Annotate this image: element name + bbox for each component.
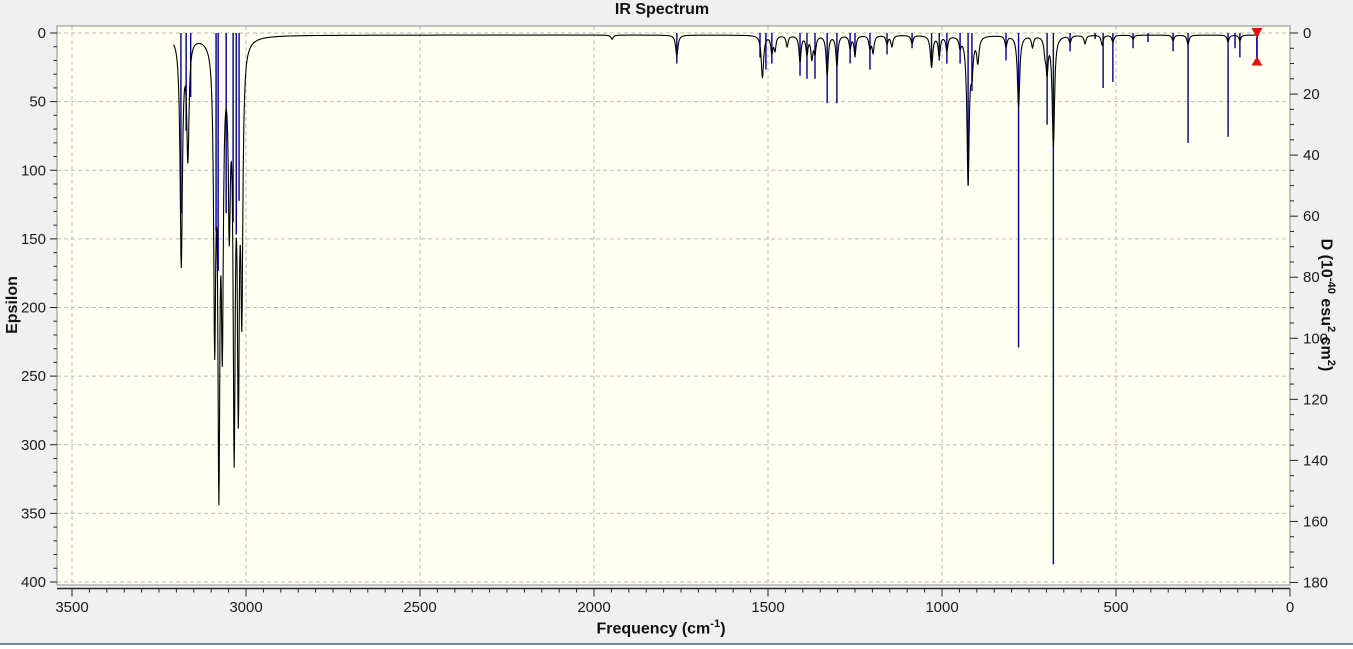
axes [50, 32, 1298, 597]
x-tick-label: 1000 [925, 599, 958, 616]
plot-area [57, 26, 1290, 585]
x-axis-title: Frequency (cm-1) [596, 618, 726, 638]
gridlines [57, 26, 1290, 585]
x-tick-label: 2500 [403, 599, 436, 616]
y-right-tick-label: 140 [1303, 452, 1328, 469]
plot-border [56, 25, 1291, 586]
y-right-tick-label: 160 [1303, 513, 1328, 530]
x-tick-label: 1500 [751, 599, 784, 616]
y-right-tick-label: 120 [1303, 391, 1328, 408]
y-right-tick-label: 40 [1303, 147, 1320, 164]
x-tick-label: 3500 [55, 599, 88, 616]
y-right-tick-label: 60 [1303, 208, 1320, 225]
y-left-tick-label: 400 [21, 574, 46, 591]
x-tick-label: 3000 [229, 599, 262, 616]
tick-labels: 3500 3000 2500 2000 1500 1000 500 0050100150200… [21, 25, 1328, 616]
y-right-tick-label: 80 [1303, 269, 1320, 286]
y-left-tick-label: 200 [21, 300, 46, 317]
y-left-tick-label: 0 [38, 25, 46, 42]
x-tick-label: 2000 [577, 599, 610, 616]
y-right-tick-label: 180 [1303, 575, 1328, 592]
y-right-tick-label: 20 [1303, 86, 1320, 103]
x-tick-label: 0 [1286, 599, 1294, 616]
y-left-tick-label: 350 [21, 505, 46, 522]
y-left-tick-label: 150 [21, 231, 46, 248]
y-left-axis-title: Epsilon [4, 276, 21, 334]
y-right-tick-label: 0 [1303, 25, 1311, 42]
marker-triangle-down [1251, 28, 1263, 38]
y-left-tick-label: 50 [29, 94, 46, 111]
chart-title: IR Spectrum [614, 1, 710, 18]
x-tick-label: 500 [1103, 599, 1128, 616]
y-right-tick-label: 100 [1303, 330, 1328, 347]
y-right-axis-title: D (10-40 esu2 cm2) [1317, 238, 1337, 372]
y-left-tick-label: 250 [21, 368, 46, 385]
epsilon-curve [173, 34, 1259, 506]
window-bottom-strip [0, 645, 1353, 649]
y-left-tick-label: 300 [21, 437, 46, 454]
selected-mode-marker[interactable] [1251, 28, 1263, 66]
y-left-tick-label: 100 [21, 162, 46, 179]
marker-triangle-up [1251, 56, 1263, 66]
window-bottom-border [0, 643, 1353, 645]
